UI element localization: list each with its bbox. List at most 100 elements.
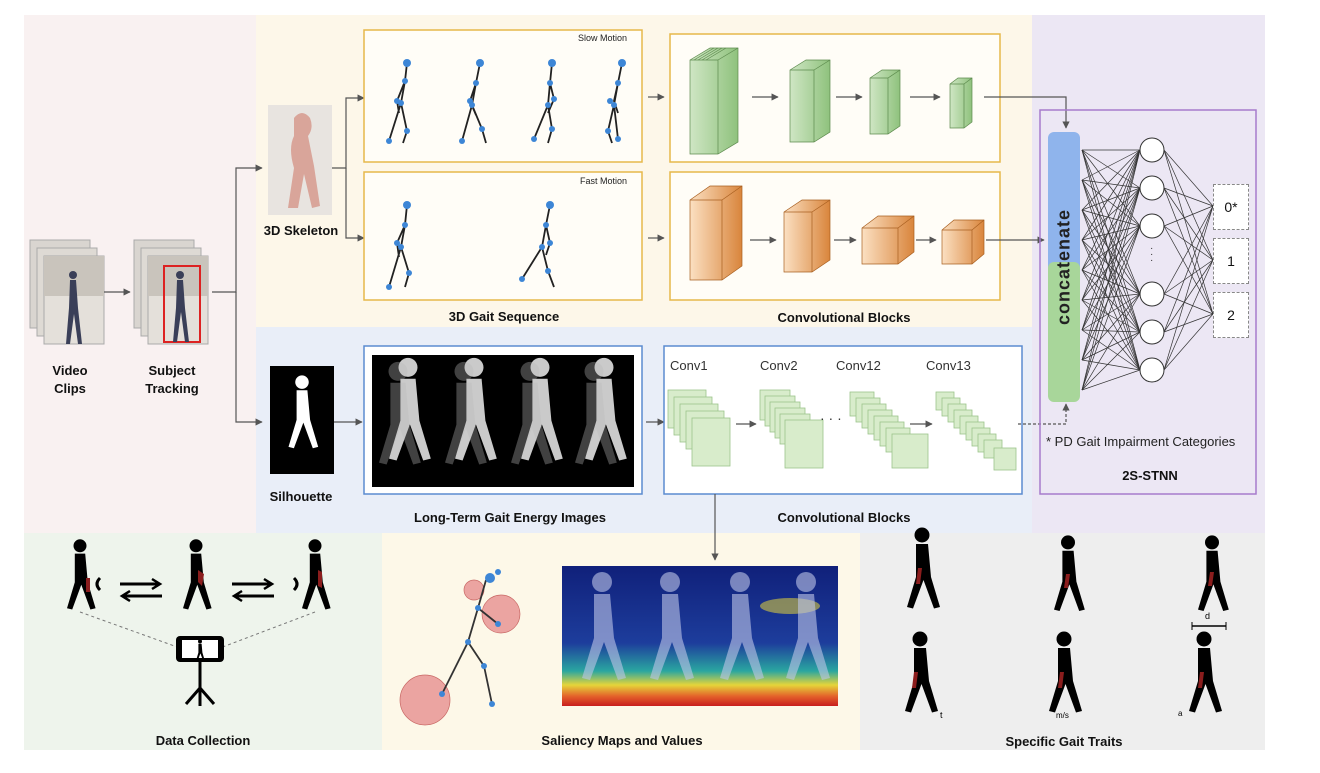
- network-box: [1039, 109, 1257, 495]
- nn-edge: [1163, 187, 1214, 315]
- nn-edge: [1081, 225, 1141, 361]
- conv-blocks-top-label: Convolutional Blocks: [777, 310, 911, 325]
- nn-edge: [1081, 225, 1141, 241]
- nn-edge: [1081, 187, 1141, 391]
- nn-edge: [1081, 239, 1141, 333]
- nn-edge: [1163, 149, 1214, 261]
- nn-edge: [1081, 239, 1141, 295]
- nn-hidden-node: [1139, 281, 1165, 307]
- nn-edge: [1081, 269, 1141, 295]
- slow-skeleton-joints: [386, 59, 626, 144]
- nn-edge: [1081, 369, 1141, 391]
- nn-edge: [1081, 149, 1141, 331]
- nn-edge: [1081, 299, 1141, 333]
- orange-conv-blocks: [689, 185, 985, 281]
- nn-edge: [1081, 225, 1141, 271]
- category-1: 1: [1213, 238, 1249, 284]
- nn-hidden-node: [1139, 175, 1165, 201]
- nn-edge: [1163, 205, 1214, 371]
- nn-edge: [1081, 149, 1141, 211]
- conv-ellipsis: · · ·: [820, 410, 842, 426]
- nn-edge: [1081, 187, 1141, 361]
- nn-edge: [1081, 225, 1141, 301]
- trait-ms-label: m/s: [1056, 711, 1069, 720]
- slow-motion-box: [363, 29, 643, 163]
- nn-edge: [1081, 179, 1141, 227]
- nn-edge: [1081, 329, 1141, 371]
- nn-hidden-node: [1139, 357, 1165, 383]
- nn-edge: [1163, 313, 1214, 371]
- nn-edge: [1081, 149, 1141, 361]
- nn-edge: [1081, 299, 1141, 371]
- conv-blocks-bottom-label: Convolutional Blocks: [777, 510, 911, 525]
- gait-trait-figures: [905, 527, 1229, 713]
- skeleton-figure: [268, 105, 332, 215]
- nn-edge: [1081, 329, 1141, 333]
- nn-edge: [1081, 179, 1141, 189]
- nn-edge: [1081, 209, 1141, 227]
- data-collection-label: Data Collection: [155, 733, 251, 748]
- nn-edge: [1163, 205, 1214, 295]
- fast-skeleton-joints: [386, 201, 554, 290]
- nn-edge: [1163, 187, 1214, 207]
- trait-a-label: a: [1178, 709, 1183, 718]
- nn-edge: [1081, 269, 1141, 333]
- nn-edge: [1081, 149, 1141, 301]
- conv2-label: Conv2: [760, 358, 798, 373]
- video-clips-label: Video Clips: [52, 363, 88, 396]
- nn-edge: [1081, 179, 1141, 295]
- phone-tripod: [79, 611, 316, 706]
- gait-energy-label: Long-Term Gait Energy Images: [414, 510, 606, 525]
- nn-edge: [1163, 259, 1214, 371]
- subject-tracking-stack: [133, 239, 209, 345]
- nn-edge: [1081, 293, 1141, 391]
- silhouette-label: Silhouette: [269, 489, 333, 504]
- nn-nodes: [1139, 137, 1165, 383]
- gait-sequence-label: 3D Gait Sequence: [448, 309, 560, 324]
- nn-edge: [1081, 187, 1141, 211]
- concatenate-bar-bottom: [1048, 262, 1080, 402]
- slow-motion-label: Slow Motion: [578, 33, 628, 43]
- conv1-label: Conv1: [670, 358, 708, 373]
- nn-edge: [1163, 259, 1214, 295]
- gait-traits-label: Specific Gait Traits: [1005, 734, 1123, 749]
- nn-edge: [1081, 187, 1141, 241]
- skeleton-label: 3D Skeleton: [263, 223, 339, 238]
- nn-edge: [1163, 149, 1214, 315]
- category-0: 0*: [1213, 184, 1249, 230]
- nn-edge: [1081, 225, 1141, 391]
- nn-edge: [1081, 149, 1141, 295]
- category-2: 2: [1213, 292, 1249, 338]
- nn-edges: [1081, 149, 1214, 391]
- nn-edge: [1081, 149, 1141, 241]
- concatenate-bar-top: [1048, 132, 1080, 272]
- nn-hidden-node: [1139, 137, 1165, 163]
- nn-edge: [1081, 239, 1141, 371]
- nn-edge: [1163, 225, 1214, 261]
- nn-edge: [1081, 149, 1141, 391]
- concatenate-label: concatenate: [1053, 208, 1074, 326]
- nn-edge: [1081, 187, 1141, 331]
- fast-motion-box: [363, 171, 643, 301]
- trait-d-label: d: [1205, 611, 1211, 621]
- data-collection-figures: [67, 539, 331, 610]
- hidden-layer-ellipsis: · · ·: [1150, 243, 1154, 266]
- trait-t-label: t: [940, 710, 943, 720]
- saliency-skeleton: [399, 569, 521, 726]
- nn-edge: [1081, 149, 1141, 189]
- fast-motion-label: Fast Motion: [580, 176, 628, 186]
- data-collection-arrows: [95, 576, 299, 603]
- saliency-label: Saliency Maps and Values: [541, 733, 703, 748]
- nn-edge: [1163, 205, 1214, 227]
- nn-edge: [1081, 331, 1141, 391]
- footnote-label: * PD Gait Impairment Categories: [1046, 434, 1236, 449]
- nn-edge: [1081, 149, 1141, 227]
- nn-edge: [1081, 149, 1141, 371]
- nn-edge: [1163, 313, 1214, 333]
- nn-edge: [1081, 225, 1141, 331]
- nn-hidden-node: [1139, 319, 1165, 345]
- nn-edge: [1081, 187, 1141, 271]
- nn-edge: [1081, 209, 1141, 295]
- nn-hidden-node: [1139, 213, 1165, 239]
- conv12-label: Conv12: [836, 358, 881, 373]
